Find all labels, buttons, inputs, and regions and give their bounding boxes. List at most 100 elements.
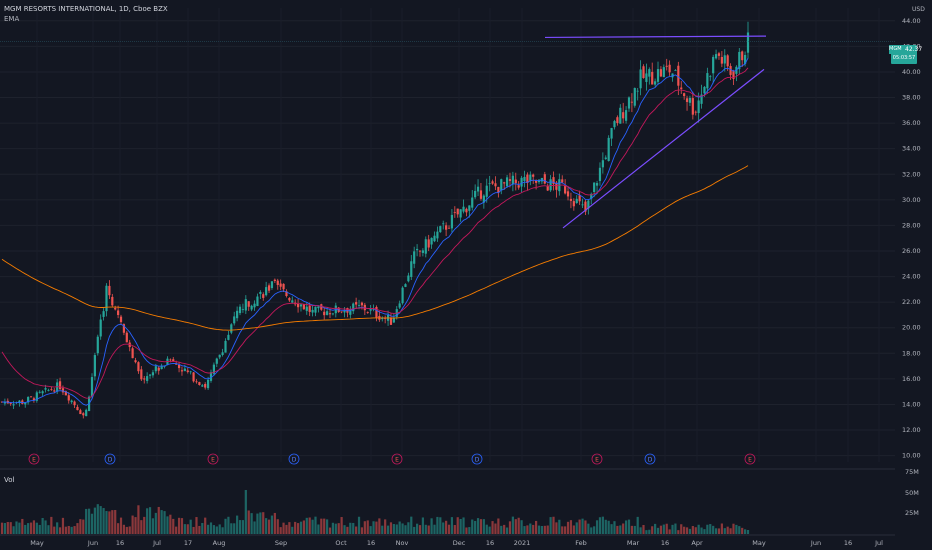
candle-body: [503, 182, 506, 184]
volume-bar: [326, 519, 329, 534]
candle-body: [485, 185, 488, 197]
volume-bar: [433, 524, 436, 534]
x-tick-label: Dec: [453, 539, 466, 547]
candle-body: [564, 186, 567, 194]
candle-body: [64, 391, 67, 396]
volume-bar: [381, 525, 384, 534]
y-tick-label: 30.00: [902, 196, 921, 204]
candle-body: [73, 401, 76, 406]
volume-bar: [598, 517, 602, 534]
marker-label: E: [395, 457, 399, 464]
volume-bar: [572, 525, 575, 534]
candle-body: [323, 311, 326, 316]
volume-bar: [85, 508, 88, 534]
candle-body: [61, 388, 65, 393]
y-tick-label: 22.00: [902, 298, 921, 306]
y-tick-label: 34.00: [902, 145, 921, 153]
volume-bar: [564, 526, 567, 534]
volume-bar: [253, 521, 256, 534]
candle-body: [453, 212, 456, 213]
volume-bar: [401, 523, 404, 534]
volume-bar: [474, 520, 477, 534]
candle-body: [433, 235, 436, 242]
x-tick-label: Aug: [213, 539, 226, 547]
volume-bar: [375, 521, 378, 534]
volume-bar: [447, 524, 451, 534]
volume-bar: [250, 513, 253, 534]
volume-bar: [537, 525, 541, 534]
y-axis: 44.0042.0040.0038.0036.0034.0032.0030.00…: [902, 17, 921, 517]
volume-bar: [491, 521, 494, 534]
candle-body: [703, 86, 706, 94]
candle-body: [430, 237, 433, 245]
volume-bar: [456, 517, 459, 534]
volume-bar: [41, 517, 44, 534]
volume-bar: [102, 508, 105, 534]
candle-body: [102, 311, 105, 317]
volume-bar: [453, 525, 456, 534]
volume-bar: [532, 524, 535, 534]
volume-bar: [79, 519, 82, 534]
candle-body: [256, 296, 259, 306]
candle-body: [520, 177, 523, 187]
volume-bar: [70, 526, 73, 534]
volume-bar: [674, 523, 677, 534]
volume-bar: [247, 510, 250, 534]
candle-body: [238, 306, 242, 314]
candle-body: [32, 398, 36, 401]
volume-bar: [105, 511, 108, 534]
candle-body: [648, 69, 651, 77]
candle-body: [627, 97, 631, 109]
volume-bar: [177, 517, 181, 534]
volume-bar: [9, 522, 12, 534]
volume-bar: [314, 516, 317, 534]
volume-bar: [601, 516, 604, 534]
candle-body: [593, 182, 596, 193]
volume-bar: [96, 504, 99, 534]
candle-body: [743, 54, 747, 64]
volume-bar: [421, 517, 424, 534]
volume-bar: [558, 519, 561, 534]
candle-body: [581, 204, 584, 206]
volume-bar: [154, 512, 157, 534]
volume-bar: [172, 518, 175, 534]
volume-bar: [404, 525, 407, 534]
volume-bar: [119, 517, 123, 534]
volume-bar: [241, 520, 245, 534]
candle-body: [221, 352, 224, 355]
volume-bar: [227, 516, 230, 534]
volume-bar: [189, 519, 192, 534]
volume-bar: [157, 506, 160, 534]
volume-bar: [175, 526, 178, 534]
volume-bar: [198, 525, 201, 534]
candle-body: [157, 367, 160, 371]
candle-body: [445, 225, 448, 230]
volume-bar: [192, 526, 195, 534]
volume-bar: [413, 526, 416, 534]
candle-body: [413, 251, 416, 264]
candle-body: [726, 55, 729, 67]
volume-bar: [503, 524, 506, 534]
volume-bar: [712, 525, 715, 534]
volume-bar: [206, 524, 210, 534]
volume-bar: [137, 505, 140, 534]
volume-bar: [296, 523, 300, 534]
candle-body: [70, 400, 73, 403]
candle-body: [415, 248, 419, 251]
candle-body: [607, 137, 610, 161]
volume-tick-label: 25M: [905, 509, 919, 517]
volume-bar: [166, 516, 169, 534]
volume-bar: [685, 527, 689, 534]
candle-body: [685, 98, 689, 102]
volume-bar: [511, 516, 514, 534]
volume-bar: [87, 508, 91, 534]
dividend-marker: [288, 453, 300, 465]
candle-body: [99, 319, 102, 337]
indicator-label: EMA: [4, 15, 20, 23]
candle-body: [654, 81, 657, 85]
candle-body: [236, 310, 239, 319]
volume-bar: [726, 526, 729, 534]
countdown: 05:03:57: [892, 55, 916, 61]
